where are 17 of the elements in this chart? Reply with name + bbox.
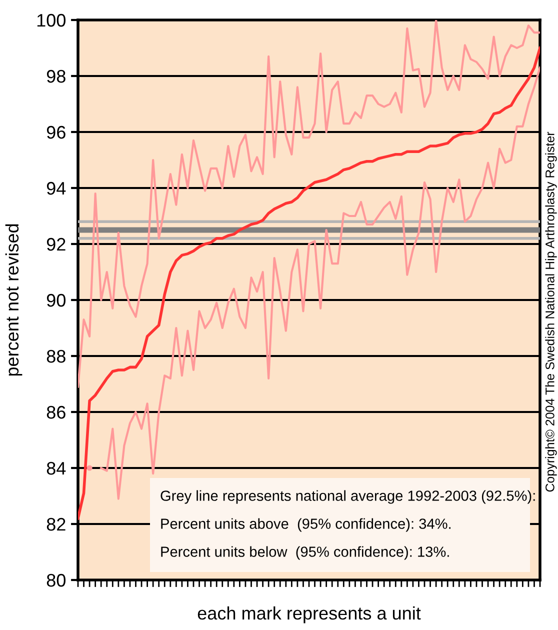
y-tick-label: 94 (46, 182, 66, 195)
y-tick-label: 92 (46, 238, 66, 251)
y-tick-label: 84 (46, 462, 66, 475)
x-axis-title: each mark represents a unit (198, 606, 421, 624)
y-tick-label: 90 (46, 294, 66, 307)
y-axis-title: percent not revised (5, 224, 22, 376)
y-tick-label: 80 (46, 574, 66, 587)
text: Copyright© 2004 The Swedish National Hip Arthroplasty Register (545, 132, 557, 492)
annotation: Percent units below (95% confidence): 13%. (161, 546, 449, 560)
y-tick-label: 96 (46, 126, 66, 139)
y-tick-label: 86 (46, 406, 66, 419)
annotation: Grey line represents national average 1992-2003 (92.5%): (160, 490, 535, 504)
y-tick-label: 98 (46, 70, 66, 83)
y-tick-label: 82 (46, 518, 66, 531)
y-tick-label: 100 (37, 14, 66, 27)
annotation: Percent units above (95% confidence): 34%. (161, 518, 451, 532)
y-tick-label: 88 (46, 350, 66, 363)
